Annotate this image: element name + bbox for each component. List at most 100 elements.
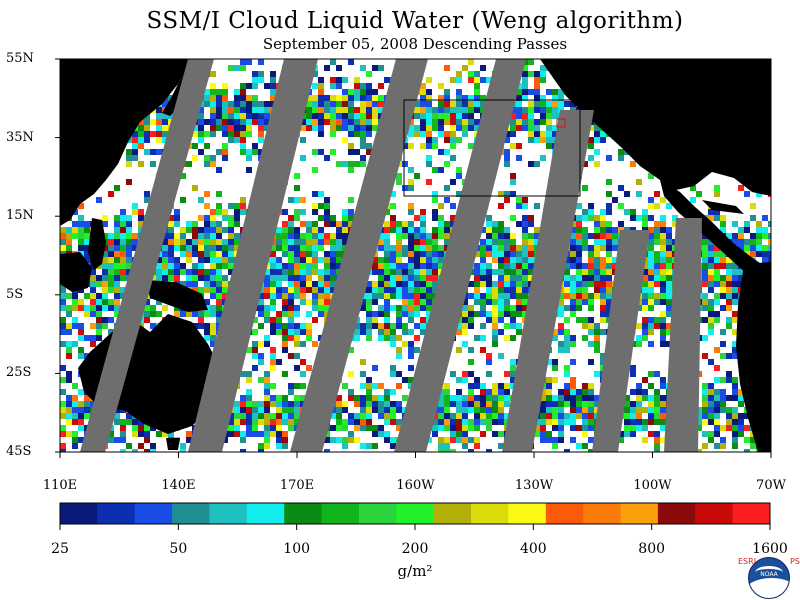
cloud-water-pixel — [540, 65, 546, 71]
cloud-water-pixel — [60, 287, 66, 293]
cloud-water-pixel — [108, 329, 114, 335]
cloud-water-pixel — [498, 269, 504, 275]
cloud-water-pixel — [276, 425, 282, 431]
cloud-water-pixel — [654, 431, 660, 437]
cloud-water-pixel — [78, 233, 84, 239]
cloud-water-pixel — [732, 407, 738, 413]
cloud-water-pixel — [360, 143, 366, 149]
cloud-water-pixel — [636, 383, 642, 389]
cloud-water-pixel — [210, 233, 216, 239]
cloud-water-pixel — [708, 269, 714, 275]
cloud-water-pixel — [708, 245, 714, 251]
swath-2 — [188, 59, 318, 452]
cloud-water-pixel — [702, 257, 708, 263]
cloud-water-pixel — [558, 323, 564, 329]
cloud-water-pixel — [492, 431, 498, 437]
cloud-water-pixel — [474, 95, 480, 101]
cloud-water-pixel — [270, 101, 276, 107]
cloud-water-pixel — [294, 341, 300, 347]
cloud-water-pixel — [432, 269, 438, 275]
cloud-water-pixel — [714, 245, 720, 251]
cloud-water-pixel — [546, 107, 552, 113]
cloud-water-pixel — [708, 317, 714, 323]
cloud-water-pixel — [582, 425, 588, 431]
cloud-water-pixel — [534, 101, 540, 107]
cloud-water-pixel — [228, 125, 234, 131]
cloud-water-pixel — [648, 383, 654, 389]
cloud-water-pixel — [480, 311, 486, 317]
cloud-water-pixel — [498, 239, 504, 245]
cloud-water-pixel — [588, 281, 594, 287]
cloud-water-pixel — [768, 221, 771, 227]
cloud-water-pixel — [432, 251, 438, 257]
cloud-water-pixel — [348, 125, 354, 131]
cloud-water-pixel — [222, 251, 228, 257]
cloud-water-pixel — [558, 431, 564, 437]
cloud-water-pixel — [60, 377, 66, 383]
cloud-water-pixel — [588, 401, 594, 407]
cloud-water-pixel — [342, 77, 348, 83]
cloud-water-pixel — [408, 329, 414, 335]
cloud-water-pixel — [414, 251, 420, 257]
cloud-water-pixel — [366, 413, 372, 419]
cloud-water-pixel — [240, 95, 246, 101]
cloud-water-pixel — [660, 329, 666, 335]
cloud-water-pixel — [72, 413, 78, 419]
cloud-water-pixel — [666, 329, 672, 335]
cloud-water-pixel — [744, 221, 750, 227]
cloud-water-pixel — [60, 227, 66, 233]
cloud-water-pixel — [540, 395, 546, 401]
cloud-water-pixel — [234, 413, 240, 419]
cloud-water-pixel — [426, 125, 432, 131]
cloud-water-pixel — [276, 401, 282, 407]
cloud-water-pixel — [396, 401, 402, 407]
cloud-water-pixel — [552, 419, 558, 425]
cloud-water-pixel — [438, 437, 444, 443]
cloud-water-pixel — [474, 281, 480, 287]
cloud-water-pixel — [654, 203, 660, 209]
cloud-water-pixel — [720, 395, 726, 401]
cloud-water-pixel — [606, 293, 612, 299]
cloud-water-pixel — [420, 305, 426, 311]
cloud-water-pixel — [474, 413, 480, 419]
cloud-water-pixel — [132, 233, 138, 239]
cloud-water-pixel — [168, 245, 174, 251]
cloud-water-pixel — [216, 221, 222, 227]
cloud-water-pixel — [78, 239, 84, 245]
cloud-water-pixel — [180, 281, 186, 287]
cloud-water-pixel — [570, 257, 576, 263]
cloud-water-pixel — [648, 329, 654, 335]
cloud-water-pixel — [174, 221, 180, 227]
cloud-water-pixel — [78, 245, 84, 251]
cloud-water-pixel — [276, 275, 282, 281]
cloud-water-pixel — [348, 161, 354, 167]
cloud-water-pixel — [228, 101, 234, 107]
cloud-water-pixel — [264, 407, 270, 413]
cloud-water-pixel — [576, 257, 582, 263]
cloud-water-pixel — [348, 209, 354, 215]
cloud-water-pixel — [324, 269, 330, 275]
cloud-water-pixel — [264, 275, 270, 281]
cloud-water-pixel — [378, 431, 384, 437]
cloud-water-pixel — [342, 419, 348, 425]
cloud-water-pixel — [630, 209, 636, 215]
cloud-water-pixel — [624, 413, 630, 419]
cloud-water-pixel — [258, 311, 264, 317]
cloud-water-pixel — [102, 245, 108, 251]
cloud-water-pixel — [126, 269, 132, 275]
cloud-water-pixel — [756, 239, 762, 245]
cloud-water-pixel — [486, 299, 492, 305]
cloud-water-pixel — [654, 413, 660, 419]
cloud-water-pixel — [588, 269, 594, 275]
cloud-water-pixel — [576, 413, 582, 419]
colorbar-tick-label: 25 — [51, 541, 69, 557]
cloud-water-pixel — [216, 191, 222, 197]
map-area — [60, 59, 771, 452]
cloud-water-pixel — [264, 125, 270, 131]
cloud-water-pixel — [468, 101, 474, 107]
cloud-water-pixel — [480, 431, 486, 437]
cloud-water-pixel — [384, 413, 390, 419]
cloud-water-pixel — [510, 269, 516, 275]
cloud-water-pixel — [738, 389, 744, 395]
cloud-water-pixel — [546, 125, 552, 131]
